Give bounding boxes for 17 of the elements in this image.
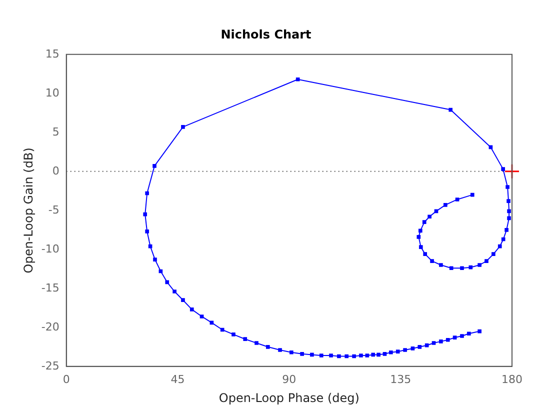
x-tick-label: 135 [390,372,412,386]
y-tick-label: -10 [41,242,60,256]
y-tick-label: 5 [52,125,60,138]
chart-title: Nichols Chart [220,27,312,42]
y-tick-label: 10 [45,86,60,100]
y-tick-label: -15 [41,281,60,294]
x-tick-label: 0 [62,372,70,386]
y-tick-label: -25 [41,359,60,372]
x-tick-label: 90 [282,372,296,386]
x-axis-title: Open-Loop Phase (deg) [218,390,360,405]
y-axis-title: Open-Loop Gain (dB) [21,148,36,274]
y-tick-label: -5 [48,203,60,216]
y-tick-label: 0 [52,164,60,178]
x-tick-label: 45 [170,372,185,386]
y-tick-label: -20 [41,320,60,334]
y-tick-label: 15 [45,47,60,60]
x-tick-label: 180 [502,372,522,386]
